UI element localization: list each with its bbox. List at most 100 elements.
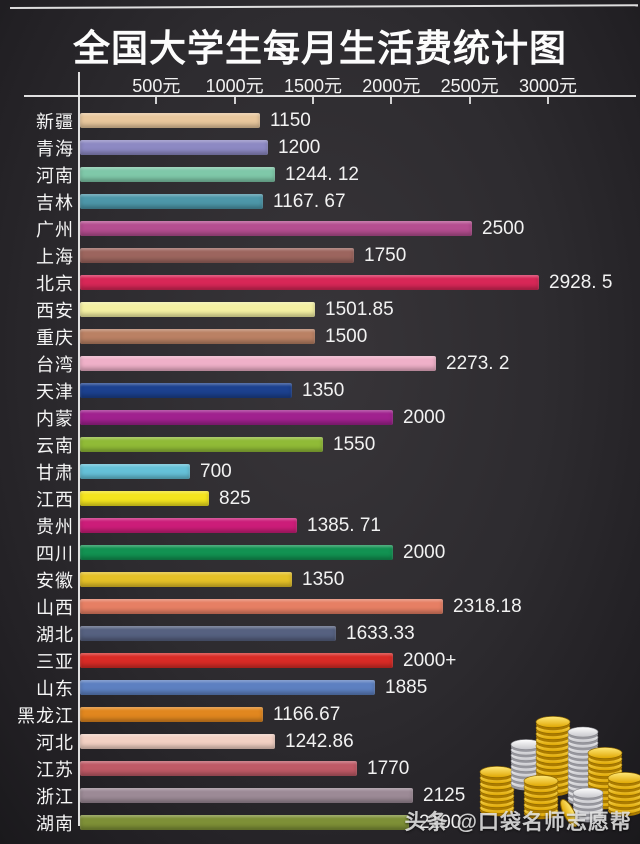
bar [80, 626, 336, 641]
bar-row: 新疆 1150 [0, 107, 640, 134]
category-label: 安徽 [36, 570, 74, 591]
value-label: 1242.86 [285, 730, 354, 752]
value-label: 2000+ [403, 649, 457, 671]
bar [80, 734, 275, 749]
bar-row: 甘肃 700 [0, 458, 640, 485]
category-label: 西安 [36, 300, 74, 321]
value-label: 1200 [278, 136, 321, 158]
bar [80, 437, 323, 452]
category-label: 山东 [36, 678, 74, 699]
gold-coin-icon [607, 772, 640, 787]
bar [80, 761, 357, 776]
bar [80, 410, 393, 425]
bar-row: 河南 1244. 12 [0, 161, 640, 188]
bar-row: 贵州 1385. 71 [0, 512, 640, 539]
bar-row: 上海 1750 [0, 242, 640, 269]
gold-coin-icon [560, 799, 578, 827]
category-label: 新疆 [36, 111, 74, 132]
bar [80, 491, 209, 506]
watermark-handle: @口袋名师志愿帮 [456, 811, 632, 834]
silver-coin-icon [572, 787, 604, 801]
value-label: 2125 [423, 784, 466, 806]
bar-row: 江西 825 [0, 485, 640, 512]
bar-row: 四川 2000 [0, 539, 640, 566]
bar [80, 140, 268, 155]
value-label: 825 [219, 487, 251, 509]
value-label: 2500 [482, 217, 525, 239]
bar [80, 653, 393, 668]
category-label: 三亚 [36, 651, 74, 672]
category-label: 甘肃 [36, 462, 74, 483]
value-label: 1166.67 [273, 703, 341, 725]
x-tick-mark [155, 97, 158, 104]
x-tick-mark [547, 97, 549, 104]
category-label: 贵州 [36, 516, 74, 537]
bar-row: 内蒙 2000 [0, 404, 640, 431]
category-label: 江西 [36, 489, 74, 510]
category-label: 重庆 [36, 327, 74, 348]
silver-coin-icon [567, 726, 599, 740]
category-label: 河南 [36, 165, 74, 186]
value-label: 1244. 12 [285, 163, 359, 185]
bar [80, 599, 443, 614]
category-label: 广州 [36, 219, 74, 240]
x-tick-label: 1000元 [205, 76, 264, 96]
watermark: 头条 @口袋名师志愿帮 [405, 806, 632, 836]
value-label: 1550 [333, 433, 376, 455]
value-label: 1750 [364, 244, 407, 266]
bar [80, 248, 354, 263]
category-label: 四川 [36, 543, 74, 564]
bar-row: 台湾 2273. 2 [0, 350, 640, 377]
value-label: 1770 [367, 757, 410, 779]
bar [80, 383, 292, 398]
bar [80, 545, 393, 560]
x-tick-mark [312, 97, 314, 104]
x-axis-line [24, 95, 636, 97]
category-label: 山西 [36, 597, 74, 618]
category-label: 天津 [36, 381, 74, 402]
category-label: 吉林 [36, 192, 74, 213]
value-label: 2273. 2 [446, 352, 510, 374]
value-label: 1385. 71 [307, 514, 381, 536]
bar [80, 329, 315, 344]
category-label: 江苏 [36, 759, 74, 780]
bar-row: 云南 1550 [0, 431, 640, 458]
bar-row: 三亚 2000+ [0, 647, 640, 674]
value-label: 2100 [419, 811, 462, 833]
bar [80, 680, 375, 695]
bar-row: 吉林 1167. 67 [0, 188, 640, 215]
bar-row: 天津 1350 [0, 377, 640, 404]
x-tick-mark [390, 97, 393, 104]
x-tick-label: 1500元 [283, 76, 343, 96]
x-tick-mark [468, 97, 471, 104]
bar-row: 青海 1200 [0, 134, 640, 161]
x-tick-label: 2000元 [362, 76, 421, 96]
bar-row: 湖北 1633.33 [0, 620, 640, 647]
bar-row: 北京 2928. 5 [0, 269, 640, 296]
bar-rows: 新疆 1150 青海 1200 河南 1244. 12 吉林 1167. 67 广州 2500 上海… [0, 107, 640, 836]
value-label: 700 [200, 460, 232, 482]
bar [80, 194, 263, 209]
value-label: 1633.33 [346, 622, 415, 644]
bar [80, 464, 190, 479]
bar [80, 275, 539, 290]
bar-row: 浙江 2125 [0, 782, 640, 809]
bar-row: 西安 1501.85 [0, 296, 640, 323]
bar [80, 518, 297, 533]
bar-row: 广州 2500 [0, 215, 640, 242]
value-label: 1500 [325, 325, 368, 347]
category-label: 河北 [36, 732, 74, 753]
category-label: 黑龙江 [17, 705, 74, 726]
bar [80, 221, 472, 236]
category-label: 青海 [36, 138, 74, 159]
bar-row: 黑龙江 1166.67 [0, 701, 640, 728]
value-label: 2928. 5 [549, 271, 613, 293]
gold-coin-icon [587, 747, 623, 762]
x-tick-mark [233, 97, 236, 104]
bar-row: 江苏 1770 [0, 755, 640, 782]
top-border-line [9, 4, 638, 9]
gold-coin-icon [479, 766, 515, 781]
category-label: 浙江 [36, 786, 74, 807]
y-axis-line [78, 72, 80, 826]
